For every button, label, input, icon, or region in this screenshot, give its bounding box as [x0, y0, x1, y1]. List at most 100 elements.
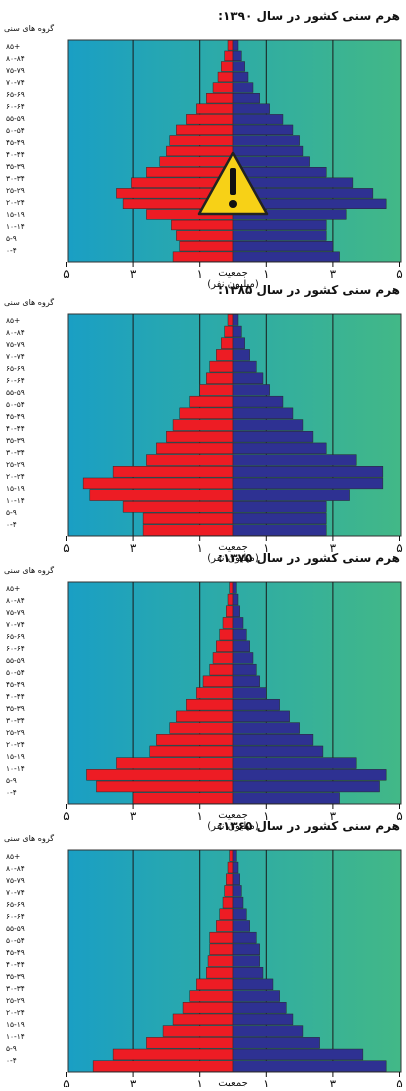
male-bar: [232, 1002, 287, 1014]
age-group-tick-label: ۵-۹: [6, 1044, 17, 1053]
age-group-tick-label: ۶۰-۶۴: [6, 644, 25, 653]
pyramid-chart-3: هرم سنی کشور در سال ۱۳۷۵: گروه های سنی ۸۵+…: [4, 551, 403, 832]
age-group-tick-label: ۳۵-۳۹: [6, 436, 25, 445]
male-bar: [232, 360, 257, 373]
male-bar: [232, 1013, 294, 1026]
chart-title: هرم سنی کشور در سال ۱۳۷۵:: [218, 551, 400, 566]
female-bar: [222, 617, 234, 629]
male-bar: [232, 489, 350, 501]
female-bar: [189, 990, 234, 1002]
female-bar: [216, 640, 234, 652]
pyramid-chart-2: هرم سنی کشور در سال ۱۳۸۵: گروه های سنی ۸۵+…: [4, 283, 403, 564]
age-groups-label: گروه های سنی: [4, 565, 54, 575]
age-group-tick-label: ۰-۴: [6, 1056, 17, 1065]
female-bar: [202, 675, 234, 688]
x-tick-label: ۵: [396, 809, 402, 823]
female-bar: [172, 1013, 234, 1026]
female-bar: [217, 71, 234, 83]
female-bar: [112, 1048, 234, 1061]
female-bar: [166, 430, 234, 443]
female-bar: [116, 757, 234, 769]
x-tick-label: ۵: [63, 809, 69, 823]
age-group-tick-label: ۱۰-۱۴: [6, 764, 25, 773]
male-bar: [232, 430, 314, 443]
age-group-tick-label: ۵-۹: [6, 234, 17, 243]
male-bar: [232, 943, 260, 956]
age-group-tick-label: ۸۰-۸۴: [6, 54, 25, 63]
female-bar: [186, 698, 234, 711]
female-bar: [182, 1002, 234, 1014]
warning-triangle-icon: [197, 151, 269, 216]
female-bar: [156, 734, 234, 746]
male-bar: [232, 663, 257, 676]
age-group-tick-label: ۴۵-۴۹: [6, 412, 25, 421]
age-group-tick-label: ۲۵-۲۹: [6, 728, 25, 737]
male-bar: [232, 135, 300, 146]
female-bar: [224, 885, 234, 897]
male-bar: [232, 792, 340, 804]
male-bar: [232, 920, 250, 932]
male-bar: [232, 61, 245, 72]
male-bar: [232, 990, 280, 1002]
x-tick-label: ۵: [396, 541, 402, 555]
male-bar: [232, 419, 304, 431]
x-tick-label: ۱: [263, 267, 269, 281]
male-bar: [232, 325, 242, 338]
male-bar: [232, 395, 284, 408]
x-axis-unit-label: (میلیون نفر): [207, 279, 259, 290]
chart-title: هرم سنی کشور در سال ۱۳۶۵:: [218, 819, 400, 834]
female-bar: [221, 61, 234, 72]
female-bar: [226, 605, 234, 617]
female-bar: [196, 103, 234, 114]
age-group-tick-label: ۸۵+: [6, 316, 20, 325]
female-bar: [216, 349, 234, 361]
male-bar: [232, 349, 250, 361]
age-group-tick-label: ۳۵-۳۹: [6, 972, 25, 981]
age-group-tick-label: ۵۵-۵۹: [6, 656, 25, 665]
x-tick-label: ۳: [130, 541, 137, 555]
female-bar: [169, 135, 234, 146]
age-group-tick-label: ۴۵-۴۹: [6, 138, 25, 147]
age-group-tick-label: ۴۰-۴۴: [6, 150, 25, 159]
male-bar: [232, 850, 237, 862]
female-bar: [149, 745, 234, 758]
female-bar: [176, 230, 234, 241]
age-group-tick-label: ۲۰-۲۴: [6, 1008, 25, 1017]
male-bar: [232, 1025, 304, 1037]
male-bar: [232, 71, 249, 83]
age-group-tick-label: ۷۵-۷۹: [6, 876, 25, 885]
male-bar: [232, 512, 327, 525]
age-group-tick-label: ۶۵-۶۹: [6, 632, 25, 641]
female-bar: [212, 82, 234, 93]
age-group-tick-label: ۲۵-۲۹: [6, 186, 25, 195]
age-group-tick-label: ۳۰-۳۴: [6, 448, 25, 457]
age-group-tick-label: ۵۵-۵۹: [6, 388, 25, 397]
age-group-tick-label: ۱۰-۱۴: [6, 496, 25, 505]
female-bar: [209, 663, 234, 676]
male-bar: [232, 407, 294, 420]
age-group-tick-label: ۸۰-۸۴: [6, 328, 25, 337]
male-bar: [232, 477, 384, 490]
female-bar: [112, 466, 234, 478]
x-axis-label: جمعیت: [218, 268, 248, 279]
age-group-tick-label: ۷۵-۷۹: [6, 608, 25, 617]
male-bar: [232, 384, 270, 396]
male-bar: [232, 93, 260, 104]
male-bar: [232, 40, 239, 51]
age-group-tick-label: ۴۵-۴۹: [6, 680, 25, 689]
female-bar: [207, 955, 234, 967]
age-group-tick-label: ۶۵-۶۹: [6, 900, 25, 909]
x-tick-label: ۳: [330, 267, 337, 281]
male-bar: [232, 745, 324, 758]
x-tick-label: ۱: [196, 267, 202, 281]
female-bar: [132, 792, 234, 804]
male-bar: [232, 861, 239, 874]
age-group-tick-label: ۵-۹: [6, 508, 17, 517]
x-tick-label: ۵: [63, 1077, 69, 1087]
male-bar: [232, 1037, 320, 1049]
age-group-tick-label: ۵۵-۵۹: [6, 924, 25, 933]
female-bar: [172, 419, 234, 431]
x-tick-label: ۱: [196, 541, 202, 555]
female-bar: [176, 710, 234, 723]
age-groups-label: گروه های سنی: [4, 833, 54, 843]
